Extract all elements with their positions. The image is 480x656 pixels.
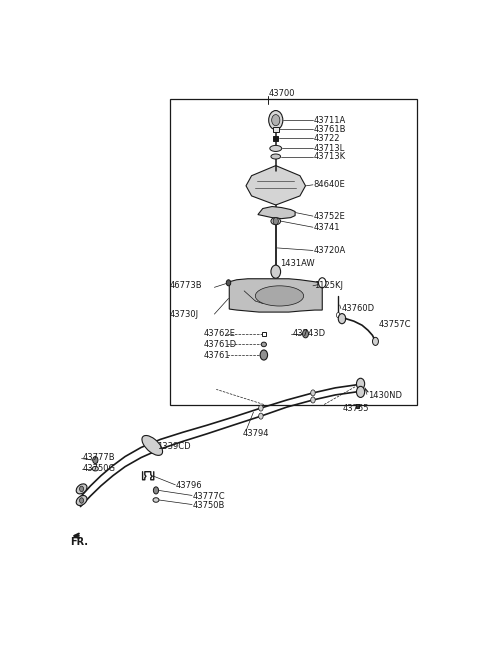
Text: 43777C: 43777C (193, 492, 226, 501)
Ellipse shape (270, 146, 282, 152)
Circle shape (357, 379, 365, 390)
Text: 43713K: 43713K (314, 152, 346, 161)
Circle shape (271, 265, 281, 278)
Text: 1430ND: 1430ND (368, 391, 402, 400)
Text: 84640E: 84640E (314, 180, 346, 190)
Bar (273, 136, 278, 140)
Text: 43700: 43700 (268, 89, 295, 98)
Circle shape (80, 498, 84, 503)
Circle shape (372, 337, 378, 346)
Circle shape (269, 111, 283, 130)
Text: 43752E: 43752E (314, 212, 346, 220)
Circle shape (311, 390, 315, 396)
Circle shape (226, 279, 231, 286)
Ellipse shape (271, 154, 281, 159)
Circle shape (259, 413, 263, 419)
Circle shape (302, 330, 309, 338)
Text: FR.: FR. (71, 537, 88, 547)
Text: 43777B: 43777B (83, 453, 116, 462)
Text: 1125KJ: 1125KJ (314, 281, 343, 291)
Text: 43761D: 43761D (203, 340, 236, 349)
Text: 43796: 43796 (176, 482, 203, 490)
Circle shape (311, 397, 315, 403)
Text: 43713L: 43713L (314, 144, 345, 153)
Circle shape (273, 218, 278, 225)
Circle shape (154, 487, 158, 494)
Circle shape (272, 115, 280, 126)
Bar (170, 99, 417, 405)
Polygon shape (246, 165, 305, 205)
Ellipse shape (153, 498, 159, 502)
Text: 1431AW: 1431AW (280, 259, 315, 268)
Text: 1339CD: 1339CD (156, 442, 191, 451)
Polygon shape (258, 207, 295, 218)
Ellipse shape (271, 218, 281, 225)
Text: 43757C: 43757C (378, 319, 411, 329)
Text: 43730J: 43730J (170, 310, 199, 319)
Text: 43743D: 43743D (292, 329, 325, 338)
Text: 43750B: 43750B (193, 501, 225, 510)
Ellipse shape (92, 466, 98, 471)
Bar (273, 127, 279, 131)
Bar (262, 332, 266, 336)
Text: 43720A: 43720A (314, 246, 346, 255)
Bar (356, 403, 360, 408)
Text: 43755: 43755 (343, 404, 369, 413)
Polygon shape (229, 279, 322, 312)
Ellipse shape (255, 286, 304, 306)
Circle shape (338, 314, 346, 323)
Text: 43761B: 43761B (314, 125, 346, 134)
Text: 43762E: 43762E (203, 329, 235, 338)
Text: 43711A: 43711A (314, 115, 346, 125)
Text: 43750G: 43750G (83, 464, 116, 473)
Ellipse shape (76, 484, 87, 494)
Circle shape (357, 386, 365, 398)
Circle shape (259, 405, 263, 411)
Circle shape (336, 313, 340, 318)
Circle shape (93, 457, 98, 464)
Ellipse shape (76, 495, 87, 506)
Ellipse shape (142, 436, 163, 455)
Circle shape (260, 350, 267, 360)
Text: 43761: 43761 (203, 350, 230, 359)
Text: 43760D: 43760D (342, 304, 375, 313)
Circle shape (319, 277, 326, 288)
Ellipse shape (261, 342, 266, 346)
Circle shape (80, 486, 84, 491)
Text: 43741: 43741 (314, 223, 340, 232)
Text: 46773B: 46773B (170, 281, 203, 291)
Text: 43794: 43794 (242, 429, 269, 438)
Text: 43722: 43722 (314, 134, 340, 143)
